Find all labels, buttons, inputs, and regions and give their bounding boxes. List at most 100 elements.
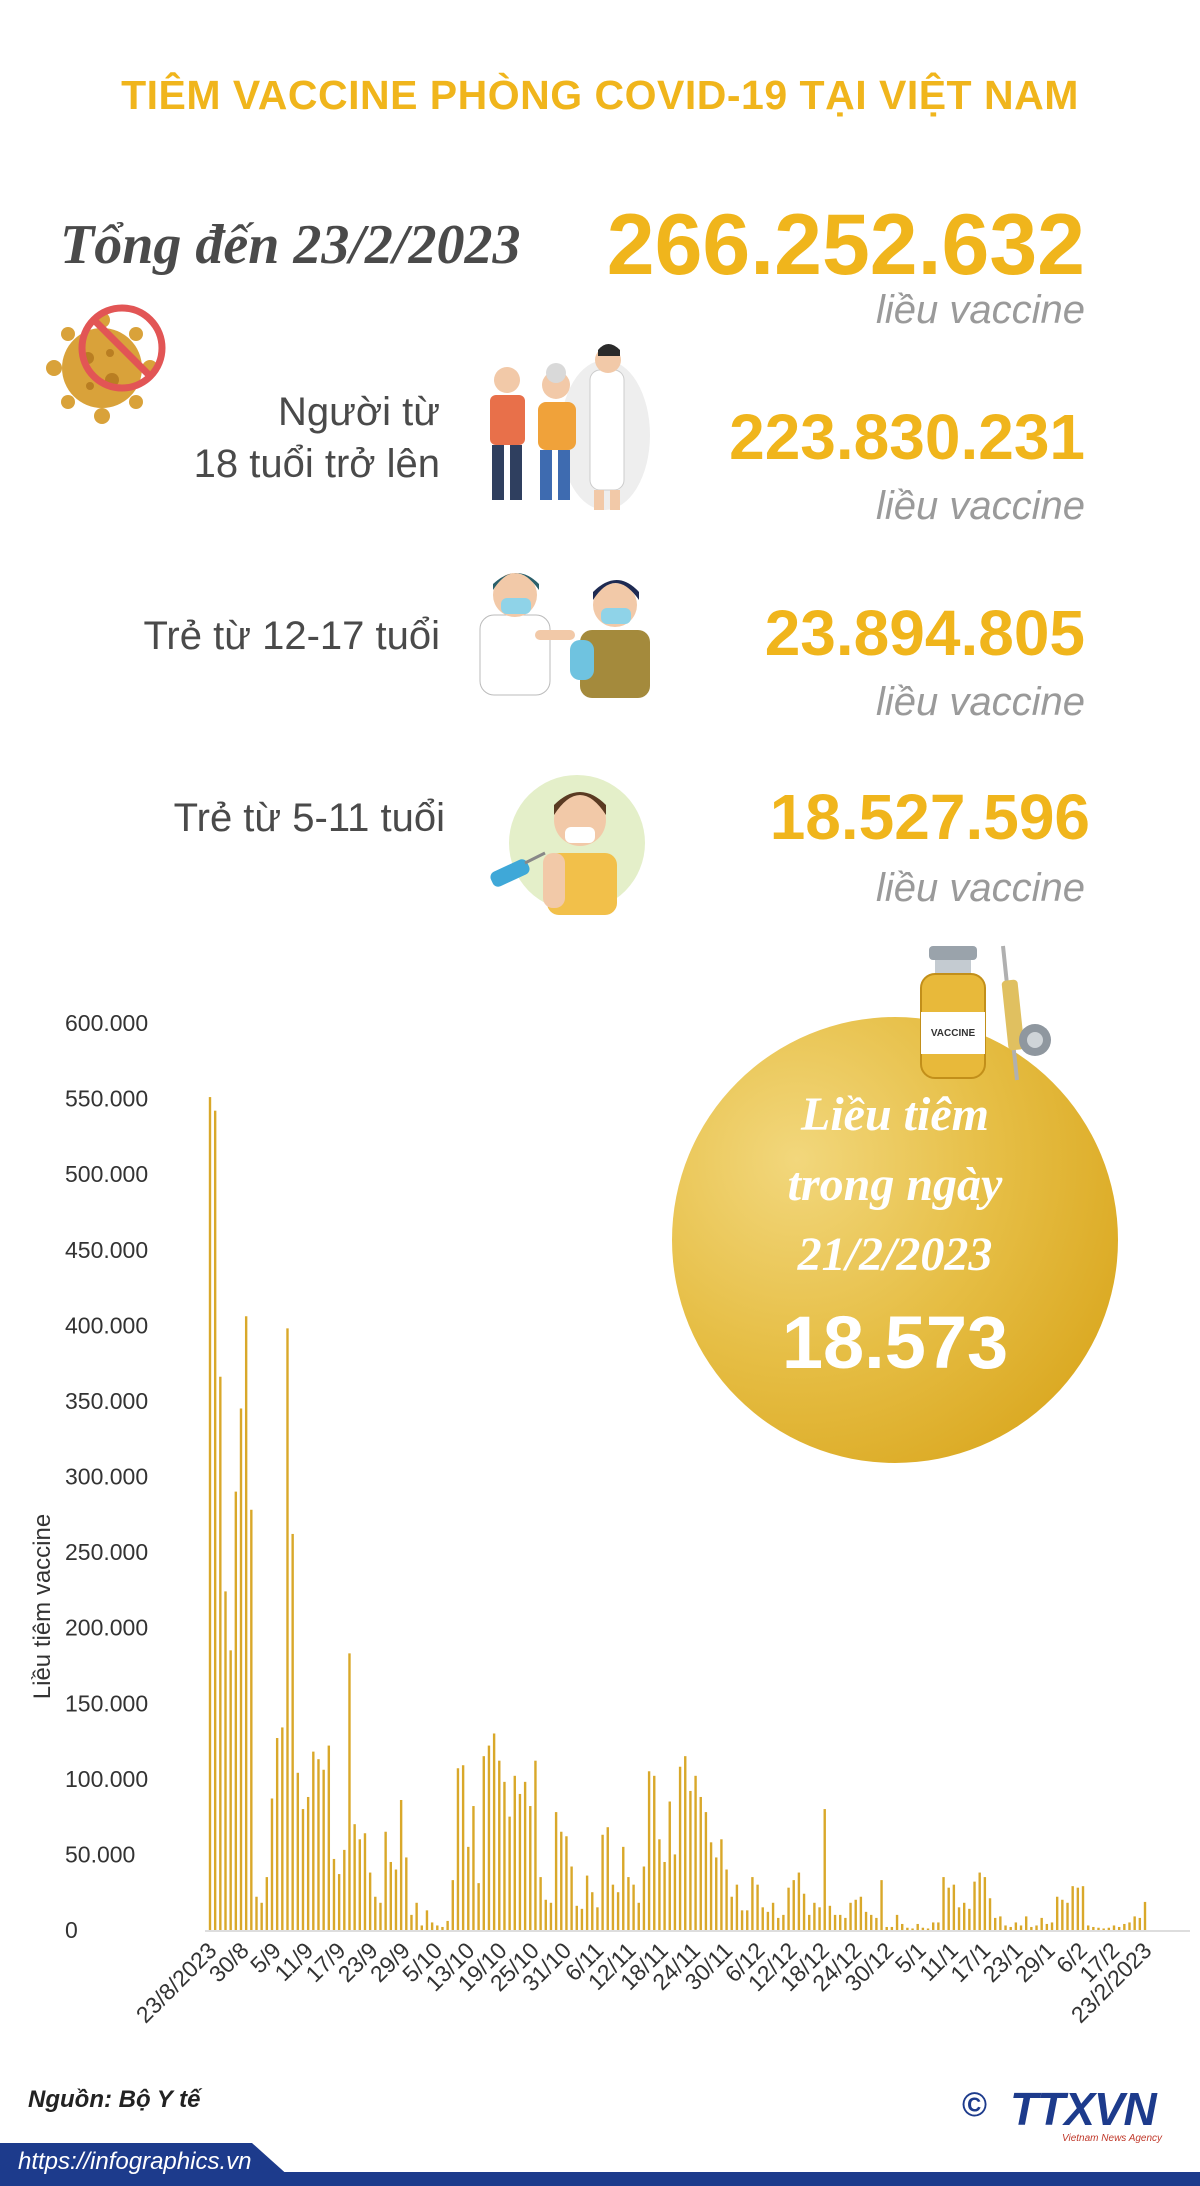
bar [999,1916,1002,1930]
bar [1143,1901,1147,1930]
bar [859,1896,863,1930]
bar [962,1902,966,1930]
bar [947,1887,950,1930]
bar [1138,1917,1142,1930]
bar [575,1905,578,1930]
bar [870,1914,873,1930]
bar [797,1872,801,1930]
group-adult-unit: liều vaccine [875,484,1085,528]
group-adult-label-2: 18 tuổi trở lên [193,442,440,486]
bar [993,1917,997,1930]
bar [219,1376,222,1930]
bar [1112,1925,1116,1930]
bar [957,1907,961,1930]
copyright-icon: © [962,2086,988,2124]
y-tick-label: 150.000 [65,1690,148,1716]
website-link[interactable]: https://infographics.vn [18,2148,252,2175]
bar [906,1927,909,1930]
y-tick-label: 300.000 [65,1464,148,1490]
bar [844,1917,847,1930]
y-tick-label: 250.000 [65,1539,148,1565]
bar [513,1775,516,1930]
group-adult-value: 223.830.231 [729,401,1085,473]
bottle-label: VACCINE [931,1028,976,1039]
bar [343,1849,346,1930]
bar [306,1796,310,1930]
bar [384,1831,387,1930]
y-tick-label: 350.000 [65,1388,148,1414]
bar [622,1846,625,1930]
bar [1092,1926,1095,1930]
bar [730,1896,733,1930]
bar [1024,1916,1028,1930]
child-vaccination-illustration [490,775,645,915]
bar [399,1799,403,1930]
bar [689,1790,692,1930]
bar [895,1914,899,1930]
bar [1066,1902,1069,1930]
bar [523,1781,527,1930]
bar [534,1760,537,1930]
bar [337,1874,341,1930]
bar [782,1914,785,1930]
bar [1081,1886,1085,1930]
bar [792,1880,795,1930]
bar [472,1806,475,1930]
bar [1133,1916,1136,1930]
bar [213,1110,217,1930]
bar [735,1884,739,1930]
group-teen-value: 23.894.805 [764,597,1085,669]
group-teen-label: Trẻ từ 12-17 tuổi [143,614,440,658]
bar [890,1926,894,1930]
bar [864,1911,868,1930]
bar [265,1877,269,1930]
bar [451,1880,454,1930]
bar [761,1907,764,1930]
bar [229,1650,232,1930]
bar [441,1926,444,1930]
source-note: Nguồn: Bộ Y tế [28,2086,201,2113]
bar [875,1917,878,1930]
bar [410,1914,413,1930]
bar [244,1316,248,1930]
bar [642,1866,646,1930]
group-child-unit: liều vaccine [875,866,1085,910]
daily-doses-chart: 0 50.000 100.000 150.000 200.000 250.000 300.0… [29,1010,1190,2028]
bar [1050,1922,1054,1930]
bar [771,1902,775,1930]
bar [348,1653,351,1930]
x-tick-label: 23/8/2023 [131,1937,222,2028]
bar [492,1733,496,1930]
bar [1040,1917,1043,1930]
bar [358,1839,362,1930]
bar [394,1869,398,1930]
bar [239,1408,243,1930]
bar [296,1772,300,1930]
bar [327,1745,331,1930]
group-adult-label-1: Người từ [277,390,440,434]
bar [839,1914,842,1930]
bar [270,1798,274,1930]
bar [539,1877,542,1930]
bar [317,1759,320,1930]
bar [921,1927,925,1930]
bar [446,1920,449,1930]
bar [606,1827,609,1930]
bar [1030,1926,1033,1930]
bar [880,1880,883,1930]
bar [1076,1887,1080,1930]
y-tick-label: 400.000 [65,1312,148,1338]
bar [549,1902,553,1930]
daily-highlight-date: 21/2/2023 [797,1228,993,1281]
bar [942,1877,945,1930]
bar [389,1861,393,1930]
vaccine-bottle-icon: VACCINE [920,945,1051,1081]
total-label: Tổng đến 23/2/2023 [60,214,521,276]
bar [627,1877,630,1930]
bar [813,1902,816,1930]
daily-highlight-line2: trong ngày [787,1158,1003,1211]
bar [415,1902,418,1930]
bar [616,1892,620,1930]
bar [823,1809,826,1930]
bar [425,1910,429,1930]
